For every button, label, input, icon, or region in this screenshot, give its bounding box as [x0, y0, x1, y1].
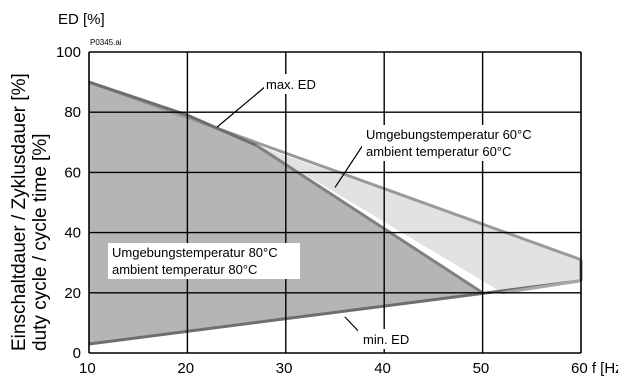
y-axis-label-line2: duty cycle / cycle time [%]	[30, 133, 51, 351]
x-tick-label: 10	[79, 360, 96, 377]
y-tick-label: 60	[64, 164, 81, 181]
amb60-label-line1: Umgebungstemperatur 60°C	[366, 127, 532, 142]
x-tick-label: 20	[177, 360, 194, 377]
amb60-label-line2: ambient temperatur 60°C	[366, 144, 511, 159]
x-tick-label: 60 f [Hz]	[571, 360, 618, 377]
y-tick-label: 20	[64, 285, 81, 302]
min-ed-label: min. ED	[363, 332, 409, 347]
max-ed-label: max. ED	[266, 77, 316, 92]
x-tick-label: 40	[374, 360, 391, 377]
amb80-label-line1: Umgebungstemperatur 80°C	[112, 245, 278, 260]
max-ed-leader	[217, 86, 266, 127]
y-tick-label: 40	[64, 225, 81, 242]
x-tick-label: 30	[276, 360, 293, 377]
x-tick-label: 50	[473, 360, 490, 377]
y-unit-label: ED [%]	[58, 11, 105, 28]
y-tick-label: 100	[56, 44, 81, 61]
y-tick-label: 0	[73, 345, 81, 362]
y-axis-label-line1: Einschaltdauer / Zyklusdauer [%]	[9, 73, 30, 351]
y-tick-label: 80	[64, 104, 81, 121]
amb80-label-line2: ambient temperatur 80°C	[112, 262, 257, 277]
file-tag: P0345.ai	[90, 38, 122, 47]
